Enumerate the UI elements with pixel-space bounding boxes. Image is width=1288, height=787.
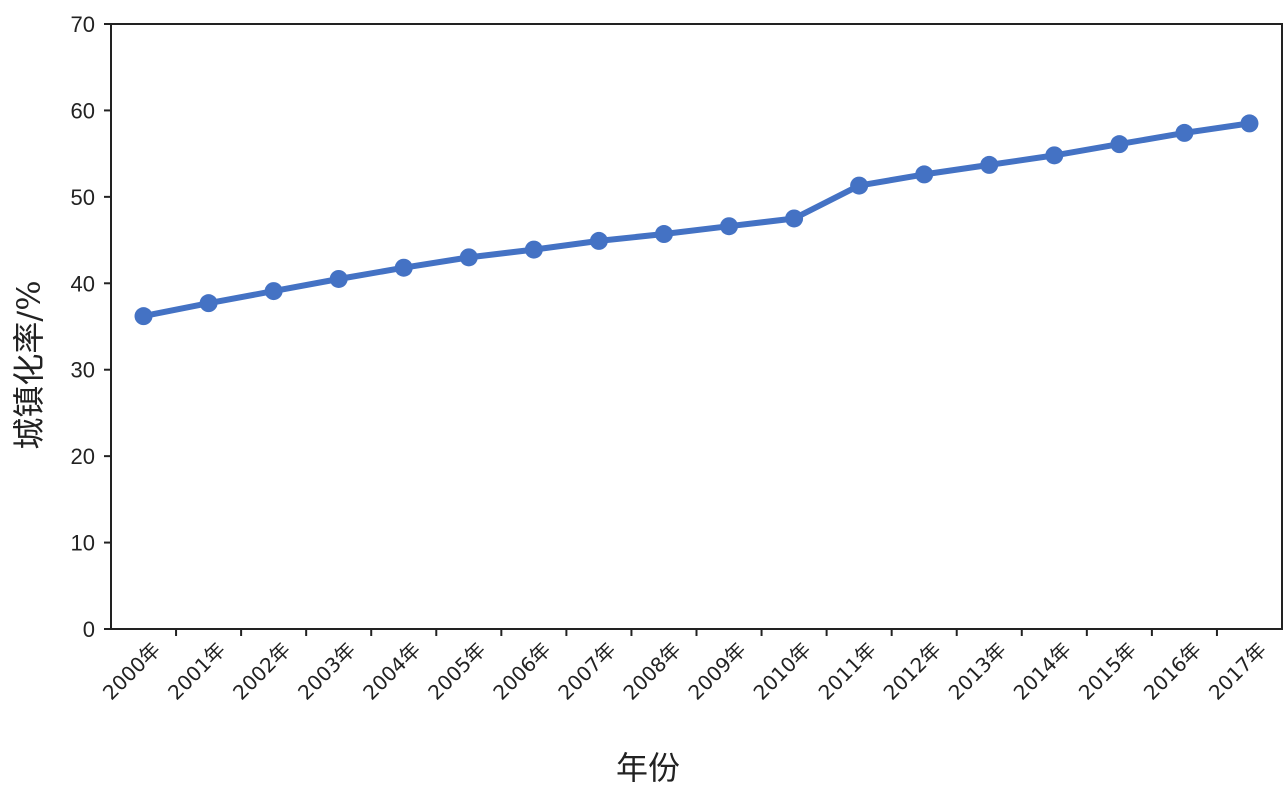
data-point xyxy=(785,209,804,228)
x-axis: 2000年2001年2002年2003年2004年2005年2006年2007年… xyxy=(98,629,1271,705)
data-point xyxy=(524,240,543,259)
data-point xyxy=(980,155,999,174)
x-tick-label: 2017年 xyxy=(1204,638,1271,705)
x-tick-label: 2001年 xyxy=(163,638,230,705)
y-tick-label: 70 xyxy=(71,12,95,37)
data-point xyxy=(850,176,869,195)
series-layer xyxy=(134,114,1259,326)
x-axis-title: 年份 xyxy=(616,749,680,787)
data-point xyxy=(459,248,478,267)
data-point xyxy=(589,231,608,250)
x-tick-label: 2016年 xyxy=(1139,638,1206,705)
x-tick-label: 2004年 xyxy=(358,638,425,705)
data-point xyxy=(394,258,413,277)
data-point xyxy=(654,225,673,244)
y-tick-label: 60 xyxy=(71,98,95,123)
data-point xyxy=(199,294,218,313)
x-tick-label: 2006年 xyxy=(488,638,555,705)
data-point xyxy=(720,217,739,236)
data-point xyxy=(264,282,283,301)
data-point xyxy=(134,307,153,326)
y-axis: 0 10 20 30 40 50 60 70 xyxy=(71,12,111,642)
data-point xyxy=(1175,123,1194,142)
x-tick-label: 2005年 xyxy=(423,638,490,705)
series-line xyxy=(140,120,1253,320)
x-tick-label: 2012年 xyxy=(879,638,946,705)
x-tick-label: 2010年 xyxy=(749,638,816,705)
x-tick-label: 2013年 xyxy=(944,638,1011,705)
y-tick-label: 50 xyxy=(71,185,95,210)
data-point xyxy=(915,165,934,184)
y-tick-label: 10 xyxy=(71,531,95,556)
x-tick-label: 2008年 xyxy=(618,638,685,705)
x-tick-label: 2015年 xyxy=(1074,638,1141,705)
x-tick-label: 2000年 xyxy=(98,638,165,705)
x-tick-label: 2003年 xyxy=(293,638,360,705)
data-point xyxy=(1240,114,1259,133)
x-tick-label: 2011年 xyxy=(814,638,881,705)
y-axis-title: 城镇化率/% xyxy=(10,280,48,449)
x-tick-label: 2014年 xyxy=(1009,638,1076,705)
y-tick-label: 20 xyxy=(71,444,95,469)
data-point xyxy=(329,269,348,288)
x-tick-label: 2009年 xyxy=(683,638,750,705)
x-tick-label: 2002年 xyxy=(228,638,295,705)
y-tick-label: 0 xyxy=(83,617,95,642)
y-tick-label: 40 xyxy=(71,271,95,296)
data-point xyxy=(1045,146,1064,165)
data-point xyxy=(1110,135,1129,154)
x-tick-label: 2007年 xyxy=(553,638,620,705)
plot-area xyxy=(110,23,1283,630)
y-tick-label: 30 xyxy=(71,358,95,383)
